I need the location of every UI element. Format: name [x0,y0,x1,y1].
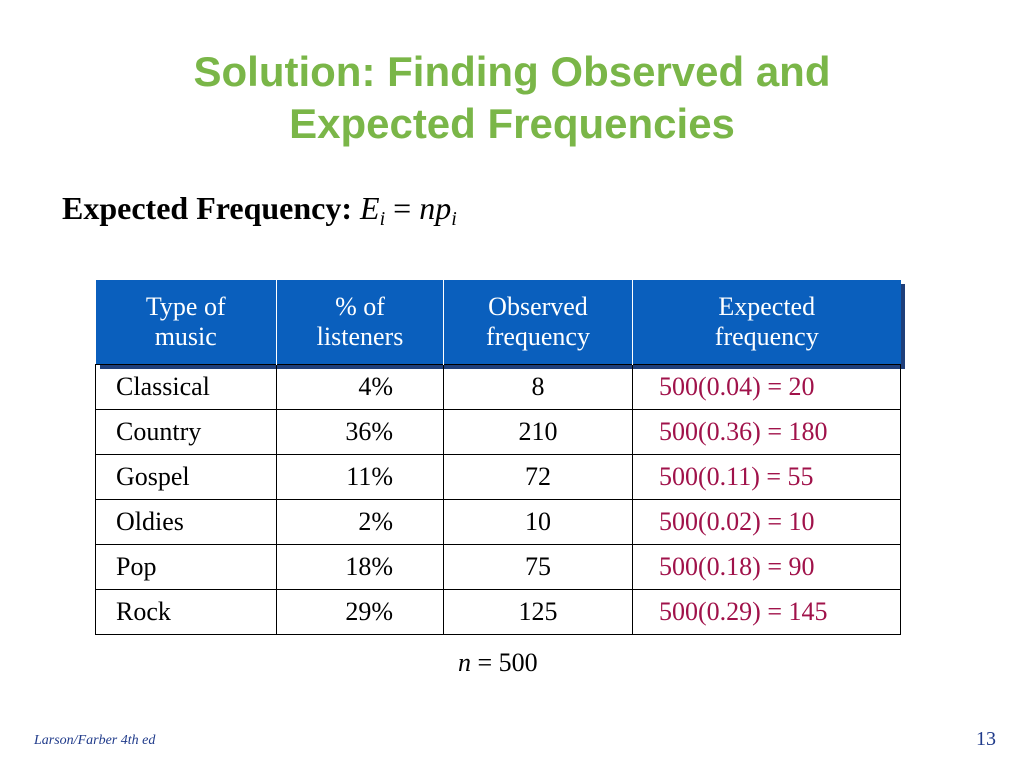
percent-cell: 36% [276,409,444,455]
formula-label: Expected Frequency: [62,190,353,226]
music-type-cell: Classical [95,364,277,410]
music-type-cell: Country [95,409,277,455]
music-type-cell: Gospel [95,454,277,500]
footer-source: Larson/Farber 4th ed [34,733,156,748]
percent-cell: 2% [276,499,444,545]
expected-cell: 500(0.04) = 20 [632,364,901,410]
formula-np-subscript: i [451,208,457,230]
sample-size-note: n = 500 [458,648,538,678]
title-line-1: Solution: Finding Observed and [193,48,831,95]
table-row: Classical 4% 8 500(0.04) = 20 [95,364,901,410]
frequency-table: Type of music % of listeners Observed fr… [95,280,901,635]
percent-cell: 29% [276,589,444,635]
formula-E-subscript: i [379,208,386,230]
table-row: Pop 18% 75 500(0.18) = 90 [95,544,901,590]
expected-cell: 500(0.18) = 90 [632,544,901,590]
music-type-cell: Rock [95,589,277,635]
observed-cell: 72 [443,454,633,500]
expected-cell: 500(0.11) = 55 [632,454,901,500]
header-expected-frequency: Expected frequency [632,280,901,365]
expected-cell: 500(0.02) = 10 [632,499,901,545]
title-line-2: Expected Frequencies [289,100,735,147]
music-type-cell: Pop [95,544,277,590]
table-row: Rock 29% 125 500(0.29) = 145 [95,589,901,635]
expected-cell: 500(0.29) = 145 [632,589,901,635]
table-row: Oldies 2% 10 500(0.02) = 10 [95,499,901,545]
header-percent-of-listeners: % of listeners [276,280,444,365]
percent-cell: 4% [276,364,444,410]
music-type-cell: Oldies [95,499,277,545]
percent-cell: 18% [276,544,444,590]
table-row: Gospel 11% 72 500(0.11) = 55 [95,454,901,500]
formula-equals: = [393,190,412,226]
page-number: 13 [976,728,996,750]
table-row: Country 36% 210 500(0.36) = 180 [95,409,901,455]
n-symbol: n [458,648,471,677]
table-header-row: Type of music % of listeners Observed fr… [95,280,901,365]
header-type-of-music: Type of music [95,280,277,365]
observed-cell: 210 [443,409,633,455]
expected-frequency-formula: Expected Frequency: Ei = npi [62,190,457,230]
formula-E: E [360,190,380,226]
observed-cell: 10 [443,499,633,545]
slide-title: Solution: Finding Observed and Expected … [0,46,1024,150]
percent-cell: 11% [276,454,444,500]
observed-cell: 125 [443,589,633,635]
expected-cell: 500(0.36) = 180 [632,409,901,455]
n-value: = 500 [477,648,538,677]
header-observed-frequency: Observed frequency [443,280,633,365]
observed-cell: 8 [443,364,633,410]
formula-np: np [419,190,452,226]
observed-cell: 75 [443,544,633,590]
